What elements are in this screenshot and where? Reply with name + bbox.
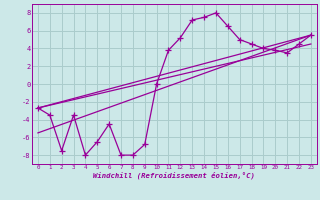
X-axis label: Windchill (Refroidissement éolien,°C): Windchill (Refroidissement éolien,°C) (93, 172, 255, 179)
